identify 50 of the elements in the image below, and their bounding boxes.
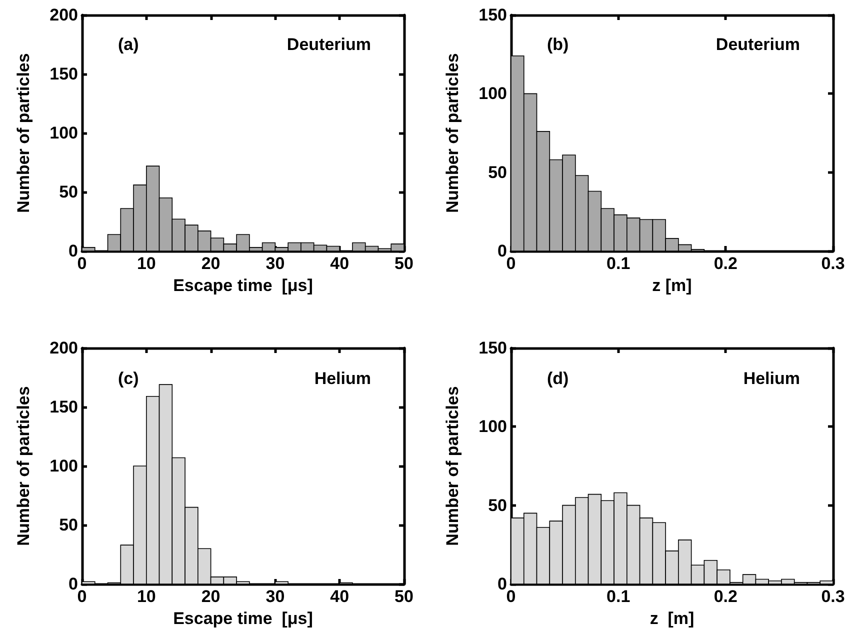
- y-tick-label: 50: [488, 496, 507, 515]
- x-tick-label: 40: [330, 587, 350, 606]
- x-axis-title: z [m]: [652, 276, 692, 295]
- y-tick-label: 50: [59, 182, 78, 202]
- y-tick-label: 150: [50, 64, 78, 84]
- y-tick-label: 0: [68, 574, 78, 594]
- y-tick-label: 0: [68, 242, 78, 260]
- y-tick-label: 150: [478, 6, 507, 24]
- x-tick-label: 10: [136, 587, 156, 606]
- x-tick-label: 0.1: [606, 254, 630, 273]
- x-tick-label: 0.2: [714, 254, 738, 273]
- x-axis-title: Escape time [μs]: [173, 608, 313, 628]
- x-axis-title: Escape time [μs]: [173, 276, 313, 295]
- x-tick-label: 0.3: [821, 254, 845, 273]
- y-axis-title: Number of particles: [443, 53, 462, 213]
- y-tick-label: 50: [488, 162, 507, 182]
- y-tick-label: 200: [50, 6, 78, 24]
- y-tick-label: 100: [478, 84, 507, 104]
- y-axis-title: Number of particles: [14, 386, 33, 546]
- y-tick-label: 0: [498, 242, 507, 260]
- annotation: Deuterium: [716, 35, 800, 54]
- y-tick-label: 0: [498, 574, 507, 594]
- y-tick-label: 200: [50, 338, 78, 358]
- annotation: (b): [547, 35, 569, 54]
- x-tick-label: 10: [136, 254, 156, 273]
- x-tick-label: 20: [201, 254, 220, 273]
- y-axis-title: Number of particles: [14, 53, 33, 213]
- x-tick-label: 0.1: [606, 587, 630, 606]
- annotation: (d): [547, 369, 569, 388]
- x-tick-label: 0.2: [714, 587, 738, 606]
- x-tick-label: 50: [394, 587, 414, 606]
- y-axis-title: Number of particles: [443, 386, 462, 546]
- x-tick-label: 30: [266, 254, 285, 273]
- y-tick-label: 100: [478, 417, 507, 436]
- annotation: (a): [118, 35, 139, 54]
- annotation: Deuterium: [286, 35, 372, 54]
- x-tick-label: 20: [201, 587, 220, 606]
- y-tick-label: 50: [59, 516, 78, 534]
- x-tick-label: 50: [394, 254, 414, 273]
- annotation: (c): [118, 369, 139, 388]
- annotation: Helium: [743, 369, 800, 388]
- x-tick-label: 0.3: [821, 587, 845, 606]
- x-tick-label: 40: [330, 254, 350, 273]
- annotation: Helium: [314, 369, 372, 388]
- x-axis-title: z [m]: [650, 608, 694, 628]
- x-tick-label: 30: [266, 587, 285, 606]
- y-tick-label: 150: [478, 338, 507, 358]
- y-tick-label: 100: [50, 124, 78, 142]
- y-tick-label: 100: [50, 456, 78, 476]
- y-tick-label: 150: [50, 398, 78, 416]
